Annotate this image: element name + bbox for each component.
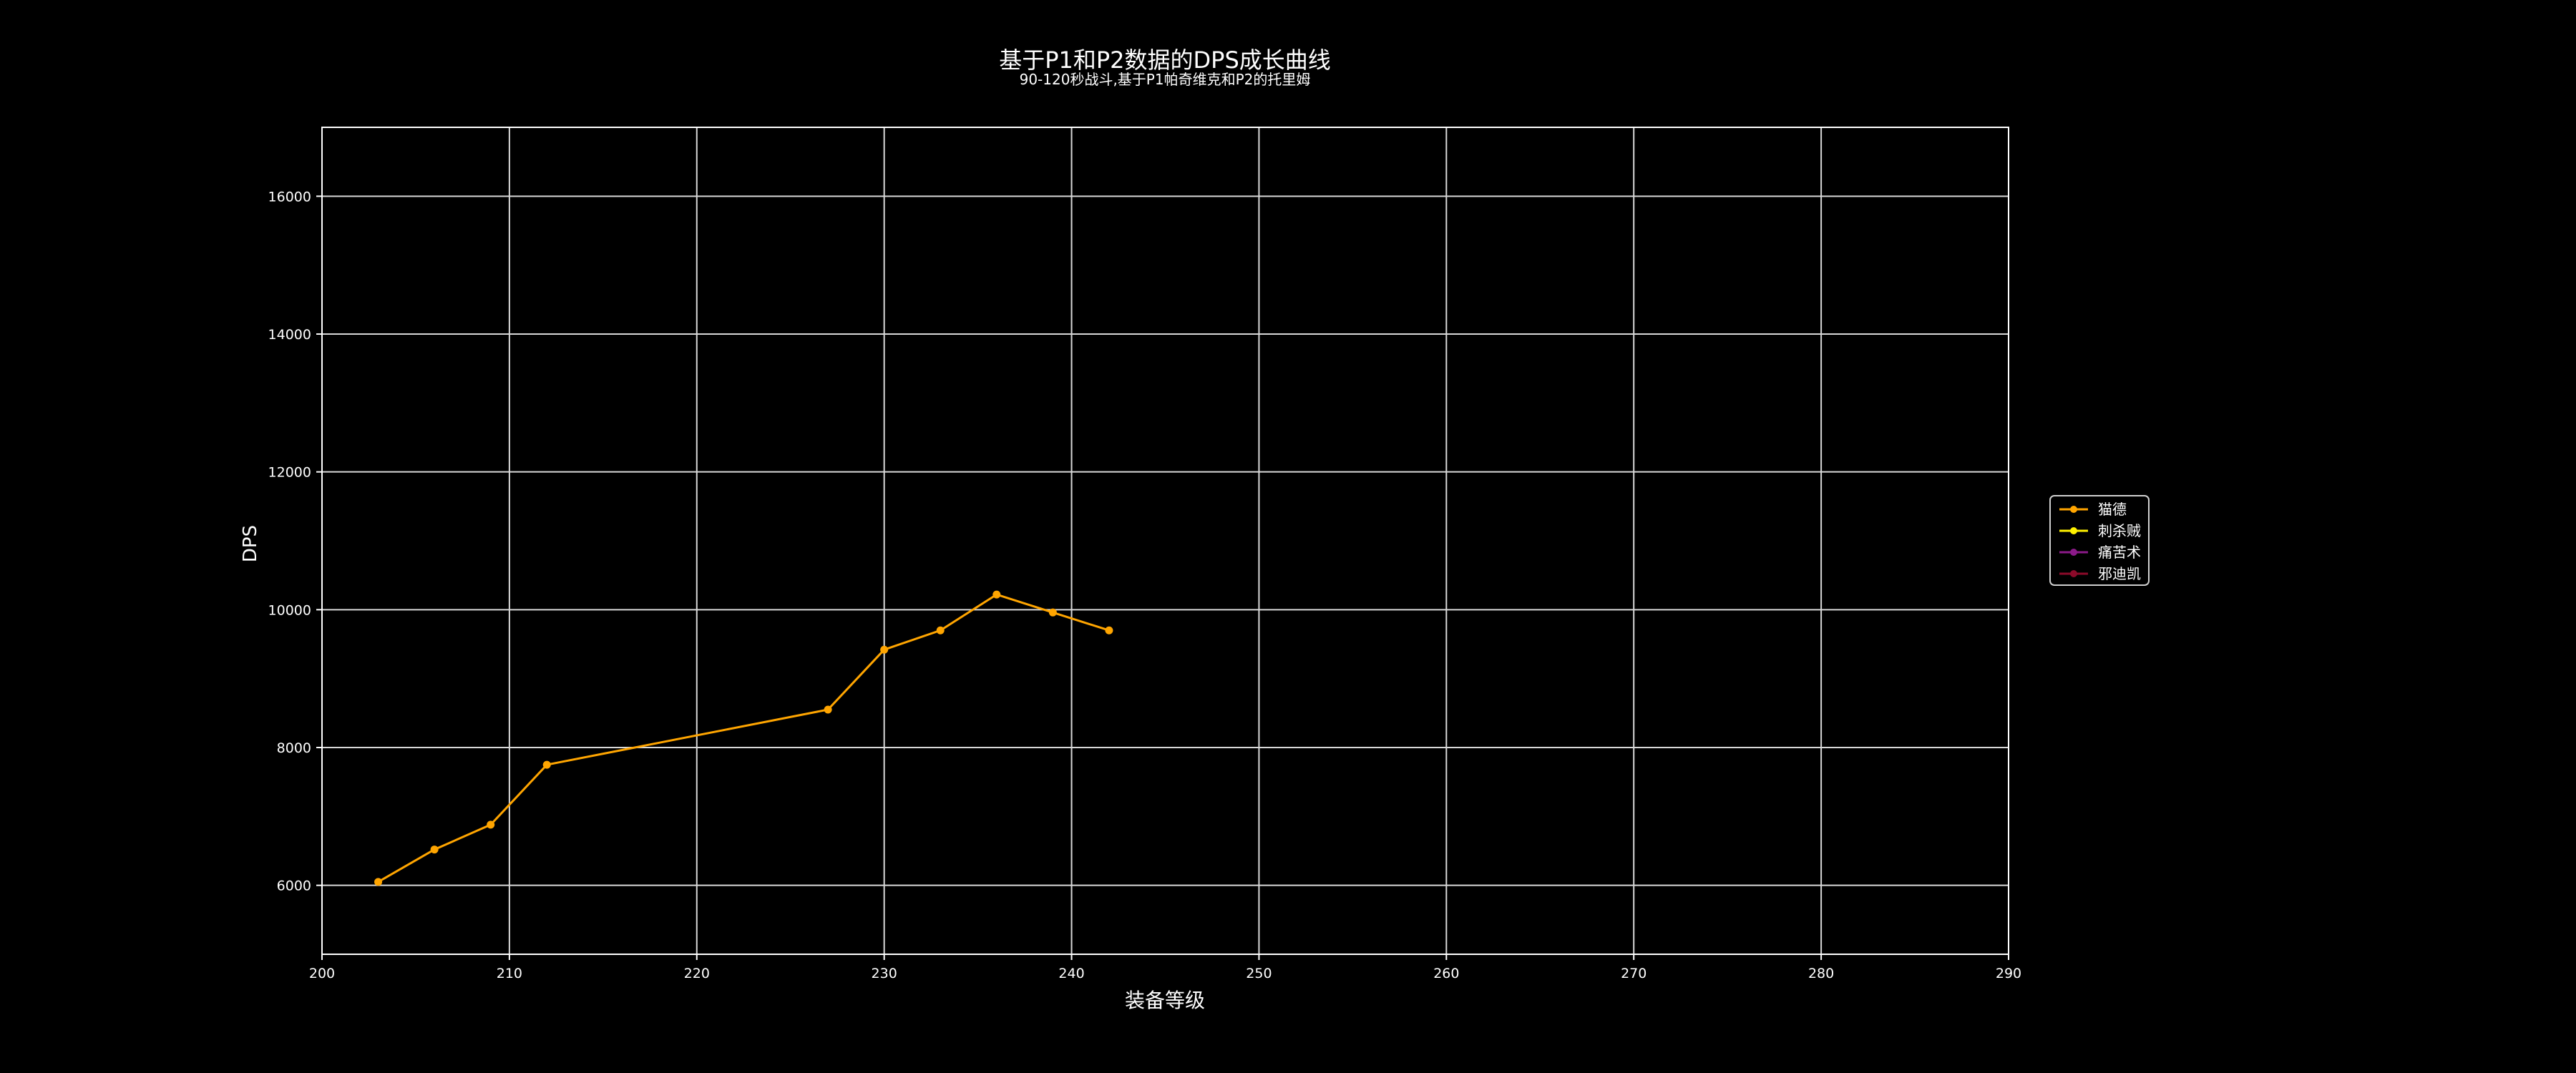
y-tick-label: 12000	[268, 465, 311, 481]
data-point	[880, 645, 889, 654]
plot-area-frame	[321, 127, 2009, 955]
y-tick-label: 16000	[268, 189, 311, 205]
data-point	[824, 705, 832, 714]
legend-box	[2049, 495, 2150, 586]
y-tick-label: 8000	[277, 740, 311, 756]
x-tick-label: 230	[872, 966, 897, 981]
axis-ticks: 200 210 220 230 240 250 260 270 280 290 6000 8000 10…	[268, 189, 2022, 981]
legend-item: 痛苦术	[2059, 544, 2141, 561]
x-axis-label: 装备等级	[1125, 989, 1205, 1012]
chart-subtitle: 90-120秒战斗,基于P1帕奇维克和P2的托里姆	[1020, 71, 1311, 88]
data-point	[542, 760, 551, 769]
x-tick-label: 220	[684, 966, 710, 981]
legend-swatch-marker	[2070, 506, 2077, 513]
series-1	[374, 590, 1113, 886]
legend-label: 刺杀贼	[2098, 522, 2141, 539]
x-tick-label: 290	[1996, 966, 2021, 981]
legend-item: 邪迪凯	[2059, 565, 2141, 582]
x-tick-label: 260	[1433, 966, 1459, 981]
x-tick-label: 240	[1058, 966, 1084, 981]
data-point	[1105, 626, 1113, 635]
legend-swatch-marker	[2070, 549, 2077, 556]
y-tick-label: 14000	[268, 327, 311, 343]
data-point	[430, 846, 439, 854]
legend-item: 刺杀贼	[2059, 522, 2141, 539]
data-point	[374, 878, 383, 886]
legend-label: 痛苦术	[2098, 544, 2141, 561]
x-tick-label: 270	[1621, 966, 1646, 981]
x-tick-label: 280	[1808, 966, 1834, 981]
y-tick-label: 10000	[268, 602, 311, 618]
x-tick-label: 200	[309, 966, 335, 981]
legend-swatch-marker	[2070, 527, 2077, 534]
grid-lines	[321, 127, 2009, 954]
data-point	[487, 820, 495, 829]
y-axis-label: DPS	[240, 525, 261, 562]
data-point	[992, 590, 1001, 599]
legend-swatch-marker	[2070, 570, 2077, 577]
legend-label: 邪迪凯	[2098, 565, 2141, 582]
legend-label: 猫德	[2098, 501, 2127, 518]
data-point	[1048, 608, 1057, 617]
y-tick-label: 6000	[277, 878, 311, 894]
series-line	[377, 593, 1110, 883]
legend-item: 猫德	[2059, 501, 2127, 518]
data-series	[374, 590, 1113, 886]
data-point	[936, 626, 945, 635]
chart-title: 基于P1和P2数据的DPS成长曲线	[999, 46, 1331, 74]
x-tick-label: 250	[1246, 966, 1272, 981]
x-tick-label: 210	[497, 966, 522, 981]
